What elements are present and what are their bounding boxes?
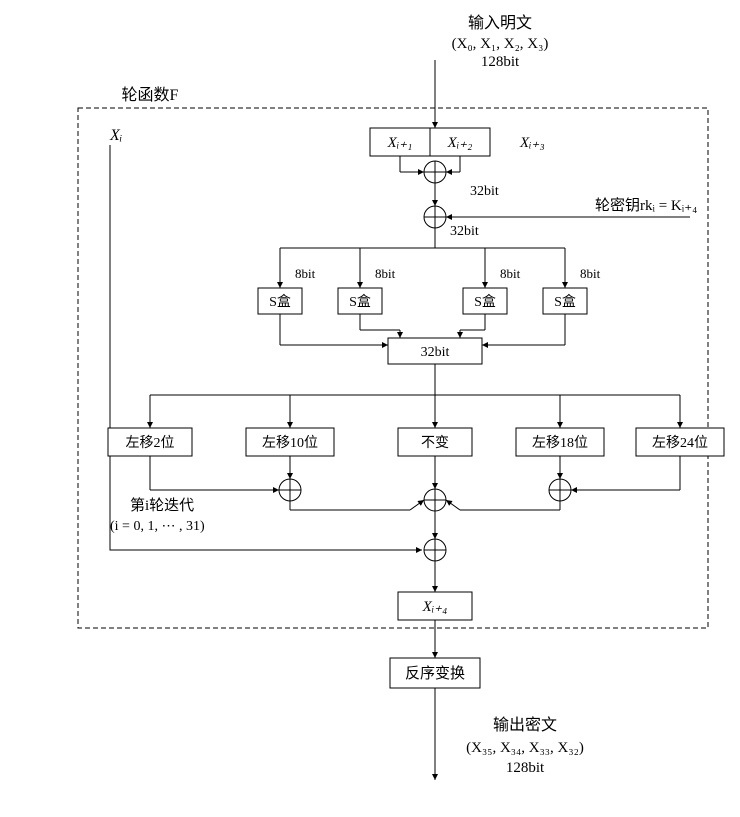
svg-text:S盒: S盒 <box>474 293 496 310</box>
svg-text:左移24位: 左移24位 <box>652 435 708 451</box>
xor-left <box>279 479 301 501</box>
bit8-3: 8bit <box>500 266 521 281</box>
input-state-label: (X₀, X₁, X₂, X₃) <box>452 36 549 52</box>
svg-text:不变: 不变 <box>421 435 449 451</box>
svg-text:左移18位: 左移18位 <box>532 435 588 451</box>
xor-final <box>424 539 446 561</box>
xi3-label: Xᵢ₊₃ <box>519 135 545 151</box>
xi-label: Xᵢ <box>109 127 122 144</box>
reverse-text: 反序变换 <box>405 665 465 682</box>
input-bits-label: 128bit <box>481 54 520 70</box>
xi1-text: Xᵢ₊₁ <box>387 135 413 151</box>
svg-text:S盒: S盒 <box>349 293 371 310</box>
round-function-label: 轮函数F <box>122 86 179 104</box>
input-plaintext-label: 输入明文 <box>468 14 532 32</box>
bit32-label-1: 32bit <box>470 184 499 199</box>
xor-2 <box>424 206 446 228</box>
svg-text:S盒: S盒 <box>269 293 291 310</box>
output-state-label: (X₃₅, X₃₄, X₃₃, X₃₂) <box>466 740 584 756</box>
bit8-2: 8bit <box>375 266 396 281</box>
xi4-text: Xᵢ₊₄ <box>422 599 448 615</box>
bit8-1: 8bit <box>295 266 316 281</box>
svg-text:左移2位: 左移2位 <box>126 435 175 451</box>
xor-1 <box>424 161 446 183</box>
xi2-text: Xᵢ₊₂ <box>447 135 473 151</box>
iter-label-2: (i = 0, 1, ⋯ , 31) <box>110 519 205 534</box>
bit32-label-2: 32bit <box>450 224 479 239</box>
svg-text:S盒: S盒 <box>554 293 576 310</box>
xor-center <box>424 489 446 511</box>
roundkey-label: 轮密钥rkᵢ = Kᵢ₊₄ <box>595 197 697 214</box>
svg-text:左移10位: 左移10位 <box>262 435 318 451</box>
output-cipher-label: 输出密文 <box>493 716 557 734</box>
bit8-4: 8bit <box>580 266 601 281</box>
xor-right <box>549 479 571 501</box>
output-bits-label: 128bit <box>506 760 545 776</box>
bit32-merge-text: 32bit <box>421 345 450 360</box>
iter-label-1: 第i轮迭代 <box>130 496 194 514</box>
